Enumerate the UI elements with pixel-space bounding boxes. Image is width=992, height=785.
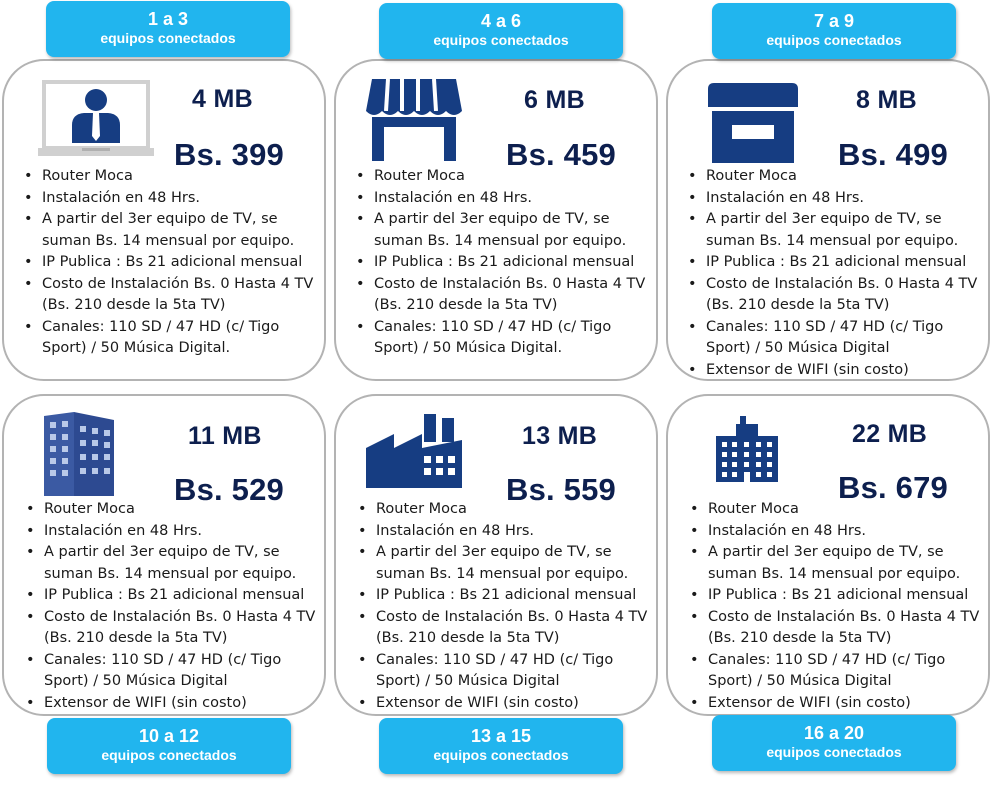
tier-count: 13 a 15 [470,726,532,746]
feature-item: Router Moca [358,499,648,521]
tier-badge-1: 1 a 3 equipos conectados [46,1,290,57]
tier-unit: equipos conectados [101,747,237,763]
feature-item: IP Publica : Bs 21 adicional mensual [24,252,314,274]
feature-item: Costo de Instalación Bs. 0 Hasta 4 TV (B… [688,274,978,317]
plan-speed: 13 MB [522,422,598,450]
computer-user-icon [38,80,154,156]
tier-count: 10 a 12 [138,726,200,746]
tier-unit: equipos conectados [100,30,236,46]
feature-item: Costo de Instalación Bs. 0 Hasta 4 TV (B… [358,607,648,650]
feature-list: Router Moca Instalación en 48 Hrs. A par… [356,166,646,360]
feature-item: Canales: 110 SD / 47 HD (c/ Tigo Sport) … [688,317,978,360]
tier-badge-5: 13 a 15 equipos conectados [379,718,623,774]
tier-unit: equipos conectados [766,32,902,48]
feature-list: Router Moca Instalación en 48 Hrs. A par… [688,166,978,381]
tier-count: 16 a 20 [803,723,865,743]
feature-item: Router Moca [688,166,978,188]
plan-card-4: 11 MB Bs. 529 Router Moca Instalación en… [2,394,326,716]
tier-unit: equipos conectados [433,747,569,763]
tier-badge-2: 4 a 6 equipos conectados [379,3,623,59]
feature-item: Router Moca [690,499,980,521]
feature-item: Instalación en 48 Hrs. [358,521,648,543]
feature-item: A partir del 3er equipo de TV, se suman … [690,542,980,585]
feature-list: Router Moca Instalación en 48 Hrs. A par… [690,499,980,714]
feature-item: Extensor de WIFI (sin costo) [688,360,978,382]
feature-item: A partir del 3er equipo de TV, se suman … [688,209,978,252]
tier-badge-3: 7 a 9 equipos conectados [712,3,956,59]
tier-count: 7 a 9 [813,11,855,31]
plan-card-3: 8 MB Bs. 499 Router Moca Instalación en … [666,59,990,381]
feature-item: Router Moca [356,166,646,188]
store-icon [708,83,798,163]
tier-unit: equipos conectados [433,32,569,48]
plan-card-2: 6 MB Bs. 459 Router Moca Instalación en … [334,59,658,381]
plan-card-6: 22 MB Bs. 679 Router Moca Instalación en… [666,394,990,716]
feature-item: Costo de Instalación Bs. 0 Hasta 4 TV (B… [356,274,646,317]
tier-count: 1 a 3 [147,9,189,29]
feature-item: Canales: 110 SD / 47 HD (c/ Tigo Sport) … [690,650,980,693]
factory-icon [366,414,462,488]
feature-item: IP Publica : Bs 21 adicional mensual [690,585,980,607]
corporate-building-icon [716,416,778,482]
feature-item: Router Moca [26,499,316,521]
storefront-awning-icon [366,78,462,161]
office-building-icon [44,412,114,496]
feature-item: IP Publica : Bs 21 adicional mensual [688,252,978,274]
feature-item: IP Publica : Bs 21 adicional mensual [358,585,648,607]
tier-badge-4: 10 a 12 equipos conectados [47,718,291,774]
feature-item: IP Publica : Bs 21 adicional mensual [26,585,316,607]
plan-speed: 6 MB [524,86,585,114]
feature-item: Instalación en 48 Hrs. [688,188,978,210]
plan-card-1: 4 MB Bs. 399 Router Moca Instalación en … [2,59,326,381]
feature-item: Costo de Instalación Bs. 0 Hasta 4 TV (B… [26,607,316,650]
feature-item: Instalación en 48 Hrs. [26,521,316,543]
plan-speed: 8 MB [856,86,917,114]
plan-speed: 11 MB [188,422,262,450]
feature-item: A partir del 3er equipo de TV, se suman … [358,542,648,585]
feature-item: Extensor de WIFI (sin costo) [690,693,980,715]
tier-badge-6: 16 a 20 equipos conectados [712,715,956,771]
feature-item: A partir del 3er equipo de TV, se suman … [356,209,646,252]
plan-card-5: 13 MB Bs. 559 Router Moca Instalación en… [334,394,658,716]
feature-item: A partir del 3er equipo de TV, se suman … [24,209,314,252]
plan-speed: 22 MB [852,420,928,448]
feature-item: Costo de Instalación Bs. 0 Hasta 4 TV (B… [690,607,980,650]
feature-item: Instalación en 48 Hrs. [690,521,980,543]
tier-unit: equipos conectados [766,744,902,760]
feature-item: Router Moca [24,166,314,188]
feature-item: Canales: 110 SD / 47 HD (c/ Tigo Sport) … [358,650,648,693]
feature-list: Router Moca Instalación en 48 Hrs. A par… [26,499,316,714]
feature-list: Router Moca Instalación en 48 Hrs. A par… [24,166,314,360]
feature-item: A partir del 3er equipo de TV, se suman … [26,542,316,585]
plan-speed: 4 MB [192,85,253,113]
feature-item: Canales: 110 SD / 47 HD (c/ Tigo Sport) … [356,317,646,360]
feature-item: Extensor de WIFI (sin costo) [26,693,316,715]
feature-list: Router Moca Instalación en 48 Hrs. A par… [358,499,648,714]
feature-item: Extensor de WIFI (sin costo) [358,693,648,715]
feature-item: Canales: 110 SD / 47 HD (c/ Tigo Sport) … [24,317,314,360]
feature-item: Costo de Instalación Bs. 0 Hasta 4 TV (B… [24,274,314,317]
feature-item: Instalación en 48 Hrs. [24,188,314,210]
feature-item: Instalación en 48 Hrs. [356,188,646,210]
tier-count: 4 a 6 [480,11,522,31]
feature-item: IP Publica : Bs 21 adicional mensual [356,252,646,274]
feature-item: Canales: 110 SD / 47 HD (c/ Tigo Sport) … [26,650,316,693]
